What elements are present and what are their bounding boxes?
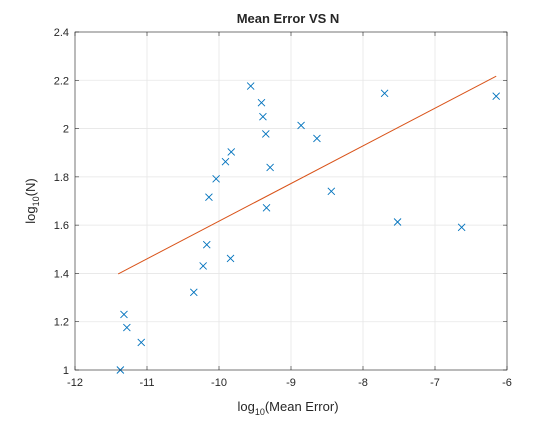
y-tick-label: 1.4: [54, 268, 69, 280]
data-point: [457, 223, 466, 232]
y-tick-label: 1: [63, 365, 69, 377]
data-point: [205, 193, 213, 201]
data-point: [297, 121, 305, 130]
y-tick-label: 2.4: [54, 27, 69, 39]
x-tick-label: -7: [430, 377, 440, 389]
data-point: [246, 82, 255, 90]
x-axis-label-suffix: (Mean Error): [265, 399, 339, 414]
y-tick-label: 1.6: [54, 220, 69, 232]
x-tick-label: -6: [502, 377, 512, 389]
data-point: [227, 148, 236, 156]
data-point: [189, 288, 198, 297]
ticks: -12 -11 -10 -9 -8 -7 -6 1 1.2 1.4 1.6 1.8 2 2.2 2.4: [54, 27, 512, 389]
data-point: [327, 187, 336, 196]
y-tick-label: 1.8: [54, 172, 69, 184]
data-point: [259, 112, 267, 121]
x-axis-label-prefix: log: [237, 399, 254, 414]
y-tick-label: 1.2: [54, 317, 69, 329]
data-point: [393, 218, 402, 226]
y-axis-label-sub: 10: [31, 196, 41, 206]
y-tick-label: 2: [63, 124, 69, 136]
x-tick-label: -8: [358, 377, 368, 389]
y-axis-label: log10(N): [23, 178, 41, 223]
y-axis-label-suffix: (N): [23, 178, 38, 196]
data-point: [262, 203, 271, 212]
data-point: [380, 89, 389, 98]
data-point: [137, 338, 146, 347]
data-point: [313, 134, 321, 143]
data-point: [261, 130, 270, 138]
fit-line: [117, 75, 497, 275]
data-point: [492, 92, 501, 101]
x-axis-label: log10(Mean Error): [237, 399, 338, 417]
data-point: [199, 262, 207, 270]
data-point: [221, 157, 230, 166]
data-point: [202, 240, 211, 249]
data-point: [123, 323, 131, 332]
data-point: [257, 98, 266, 107]
data-point: [226, 254, 235, 263]
data-points: [116, 82, 501, 374]
chart-title: Mean Error VS N: [237, 11, 340, 26]
y-axis-label-prefix: log: [23, 206, 38, 223]
x-tick-label: -10: [211, 377, 227, 389]
x-tick-label: -12: [67, 377, 83, 389]
data-point: [212, 174, 220, 183]
x-axis-label-sub: 10: [255, 407, 265, 417]
data-point: [120, 310, 128, 319]
fit-line-layer: [117, 75, 497, 275]
y-tick-label: 2.2: [54, 75, 69, 87]
x-tick-label: -9: [286, 377, 296, 389]
x-tick-label: -11: [139, 377, 154, 389]
data-point: [266, 163, 274, 172]
